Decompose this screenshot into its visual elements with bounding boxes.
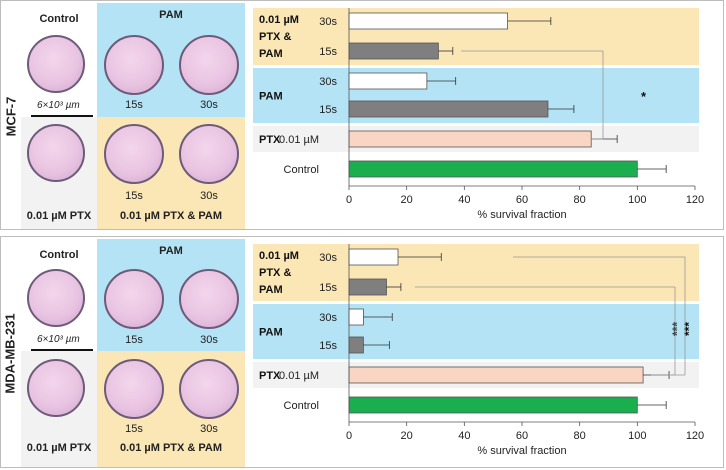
mcf7-survival-chart: 0.01 µM PTX & PAM PAM PTX 30s 15s 30s 15s 0.01 µM… xyxy=(253,8,704,221)
significance-marker: *** xyxy=(670,322,684,336)
group-label: PAM xyxy=(259,48,283,60)
pam-15s-dish-image xyxy=(104,269,164,329)
ptx-pam-30s-dish-image xyxy=(179,124,239,184)
mda-mb-231-survival-chart: 0.01 µM PTX & PAM PAM PTX 30s 15s 30s 15s 0.01 µM… xyxy=(253,244,704,457)
bar-category-label: 30s xyxy=(319,76,337,88)
group-label: PTX xyxy=(259,370,281,382)
bar-category-label: 30s xyxy=(319,16,337,28)
ptx-pam-15s-label: 15s xyxy=(125,423,143,435)
group-background-1 xyxy=(253,304,699,359)
x-tick-label: 20 xyxy=(401,194,413,206)
bar xyxy=(348,308,364,326)
pam-30s-label: 30s xyxy=(200,99,218,111)
x-tick-label: 60 xyxy=(516,194,528,206)
ptx-pam-15s-dish-image xyxy=(104,359,164,419)
x-tick-label: 80 xyxy=(574,430,586,442)
bar xyxy=(348,396,638,414)
x-tick-label: 120 xyxy=(686,194,704,206)
group-label: PAM xyxy=(259,327,283,339)
bar xyxy=(348,100,549,118)
group-label: PAM xyxy=(259,91,283,103)
scale-bar-label: 6×10³ µm xyxy=(37,100,80,111)
significance-bracket xyxy=(513,256,686,376)
bar-category-label: 15s xyxy=(319,340,337,352)
bar-category-label: 0.01 µM xyxy=(279,134,319,146)
significance-marker: *** xyxy=(682,322,696,336)
bar-category-label: Control xyxy=(284,400,319,412)
scale-bar-label: 6×10³ µm xyxy=(37,334,80,345)
x-tick-label: 60 xyxy=(516,430,528,442)
bar xyxy=(348,72,428,90)
control-image-label: Control xyxy=(39,13,79,25)
ptx-dish-image xyxy=(27,359,85,417)
group-label: PTX & xyxy=(259,31,291,43)
pam-image-label: PAM xyxy=(159,9,183,21)
ptx-pam-image-label: 0.01 µM PTX & PAM xyxy=(119,210,223,222)
group-label: PTX & xyxy=(259,267,291,279)
pam-30s-dish-image xyxy=(179,269,239,329)
pam-15s-dish-image xyxy=(104,35,164,95)
bar-category-label: 30s xyxy=(319,252,337,264)
control-dish-image xyxy=(27,35,85,93)
x-tick-label: 0 xyxy=(346,430,352,442)
bar xyxy=(348,336,364,354)
bar-category-label: 30s xyxy=(319,312,337,324)
x-tick-label: 20 xyxy=(401,430,413,442)
x-tick-label: 100 xyxy=(628,194,646,206)
bar xyxy=(348,130,592,148)
ptx-image-label: 0.01 µM PTX xyxy=(26,210,92,222)
scale-bar xyxy=(31,115,93,117)
ptx-pam-30s-label: 30s xyxy=(200,423,218,435)
significance-marker: * xyxy=(641,89,647,104)
bar-category-label: 15s xyxy=(319,46,337,58)
mda-mb-231-panel: MDA-MB-231 Control PAM 15s 30s 6×10³ µm … xyxy=(0,236,724,468)
ptx-pam-30s-dish-image xyxy=(179,359,239,419)
ptx-image-label: 0.01 µM PTX xyxy=(26,442,92,454)
bar-category-label: Control xyxy=(284,164,319,176)
pam-15s-label: 15s xyxy=(125,334,143,346)
group-label: PAM xyxy=(259,284,283,296)
mcf7-panel: MCF-7 Control PAM 15s 30s 6×10³ µm 15s 3… xyxy=(0,0,724,230)
bar xyxy=(348,12,508,30)
control-dish-image xyxy=(27,269,85,327)
pam-image-label: PAM xyxy=(159,245,183,257)
ptx-pam-image-label: 0.01 µM PTX & PAM xyxy=(119,442,223,454)
cell-line-label: MCF-7 xyxy=(3,96,18,136)
bar xyxy=(348,160,638,178)
cell-line-label: MDA-MB-231 xyxy=(3,312,19,394)
ptx-pam-30s-label: 30s xyxy=(200,190,218,202)
x-tick-label: 40 xyxy=(458,430,470,442)
ptx-pam-15s-label: 15s xyxy=(125,190,143,202)
x-tick-label: 80 xyxy=(574,194,586,206)
pam-15s-label: 15s xyxy=(125,99,143,111)
x-tick-label: 0 xyxy=(346,194,352,206)
group-label: 0.01 µM xyxy=(259,14,299,26)
pam-30s-dish-image xyxy=(179,35,239,95)
bar xyxy=(348,248,399,266)
x-axis-label: % survival fraction xyxy=(477,445,566,457)
bar xyxy=(348,42,439,60)
bar-category-label: 0.01 µM xyxy=(279,370,319,382)
group-label: PTX xyxy=(259,134,281,146)
significance-bracket xyxy=(461,50,604,140)
bar xyxy=(348,366,644,384)
x-axis-label: % survival fraction xyxy=(477,209,566,221)
group-label: 0.01 µM xyxy=(259,250,299,262)
group-background-0 xyxy=(253,244,699,301)
bar xyxy=(348,278,387,296)
pam-30s-label: 30s xyxy=(200,334,218,346)
bar-category-label: 15s xyxy=(319,282,337,294)
control-image-label: Control xyxy=(39,249,79,261)
scale-bar xyxy=(31,349,93,351)
ptx-dish-image xyxy=(27,124,85,182)
ptx-pam-15s-dish-image xyxy=(104,124,164,184)
significance-bracket xyxy=(415,286,676,376)
x-tick-label: 100 xyxy=(628,430,646,442)
x-tick-label: 40 xyxy=(458,194,470,206)
x-tick-label: 120 xyxy=(686,430,704,442)
bar-category-label: 15s xyxy=(319,104,337,116)
